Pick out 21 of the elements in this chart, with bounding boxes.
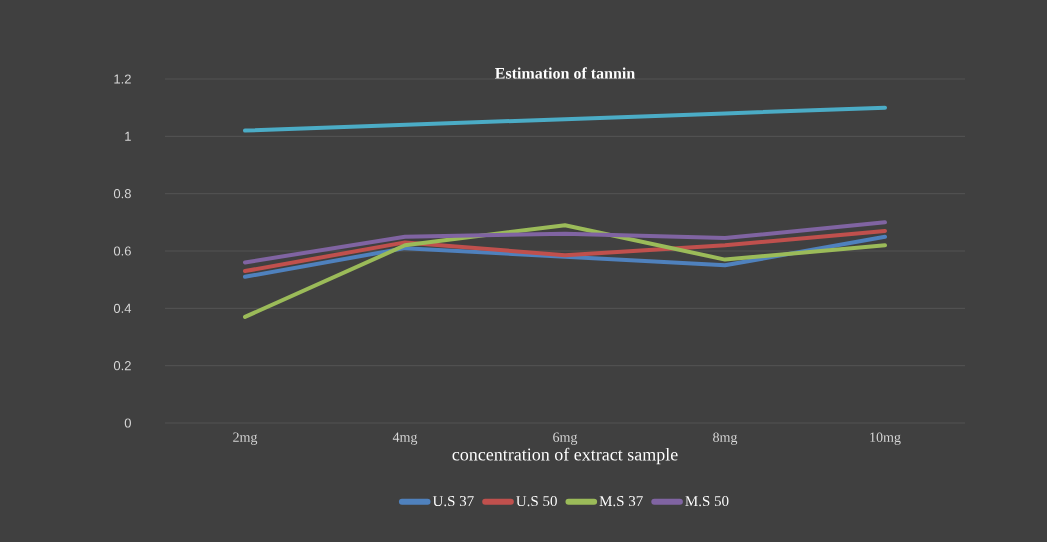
line-series [243, 223, 887, 319]
legend-label: U.S 50 [516, 496, 557, 507]
x-tick-label: 2mg [233, 432, 258, 445]
x-tick-label: 8mg [713, 432, 738, 445]
y-tick-label: 0.6 [113, 246, 131, 256]
legend-label: M.S 50 [685, 496, 729, 507]
y-tick-label: 0.2 [113, 361, 131, 371]
y-tick-label: 1.2 [114, 74, 131, 84]
line-series [243, 220, 887, 265]
chart-title: Estimation of tannin [495, 67, 635, 79]
x-tick-label: 4mg [392, 432, 418, 445]
legend-label: M.S 37 [599, 496, 643, 507]
y-tick-label: 0.4 [113, 303, 132, 313]
x-tick-label: 6mg [553, 432, 578, 445]
legend-label: U.S 37 [432, 496, 474, 507]
x-axis-title: concentration of extract sample [452, 447, 678, 465]
y-tick-label: 1 [125, 131, 131, 141]
y-tick-label: 0.8 [113, 189, 131, 199]
y-tick-label: 0 [124, 418, 131, 428]
line-series [243, 228, 887, 274]
x-tick-label: 10mg [870, 432, 901, 445]
